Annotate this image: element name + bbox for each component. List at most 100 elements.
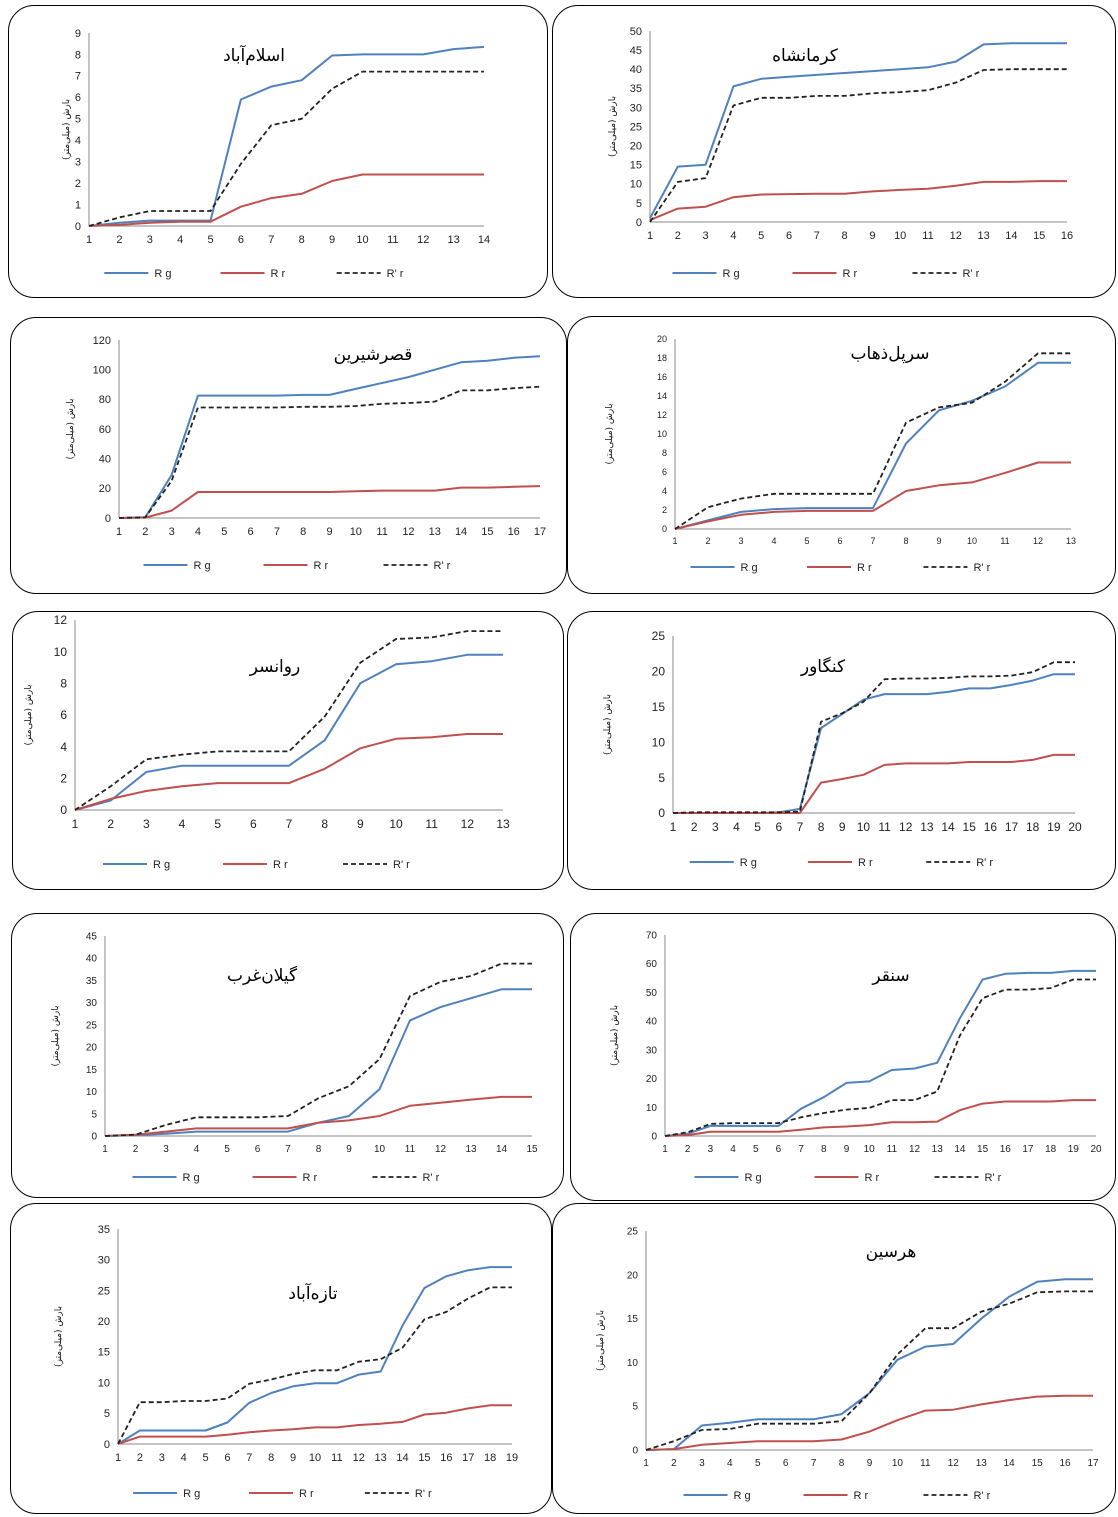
chart-title: سرپل‌ذهاب	[851, 344, 930, 364]
series-line-Rg	[88, 45, 485, 227]
chart-title: هرسین	[866, 1242, 917, 1262]
y-tick-label: 8	[75, 49, 81, 61]
x-tick-label: 18	[1026, 820, 1040, 834]
y-tick-label: 8	[662, 448, 667, 458]
legend-label: R r	[303, 1172, 318, 1184]
x-tick-label: 2	[691, 820, 698, 834]
x-tick-label: 10	[374, 1144, 386, 1155]
series-line-Rr	[649, 180, 1067, 222]
y-tick-label: 1	[75, 199, 81, 211]
y-axis-label: بارش (میلی‌متر)	[24, 685, 34, 746]
legend-label: R' r	[973, 562, 990, 574]
y-tick-label: 5	[104, 1408, 110, 1420]
series-line-Rpr	[104, 962, 532, 1137]
x-tick-label: 10	[864, 1144, 876, 1155]
x-tick-label: 3	[163, 1144, 169, 1155]
x-tick-label: 11	[331, 1452, 342, 1464]
y-tick-label: 15	[86, 1065, 98, 1076]
x-tick-label: 10	[967, 536, 977, 546]
chart-panel-tazehabad: 0 5 10 15 20 25 30 35 1 2 3 4 5 6 7 8 9 10 11 12 13 14 15 16 17 1…	[10, 1203, 552, 1514]
x-tick-label: 8	[818, 820, 825, 834]
x-tick-label: 5	[207, 234, 213, 246]
x-tick-label: 6	[248, 526, 254, 538]
legend-label: R' r	[976, 857, 993, 869]
x-tick-label: 7	[274, 526, 280, 538]
y-tick-label: 0	[651, 1132, 657, 1143]
y-tick-label: 0	[75, 221, 81, 233]
y-tick-label: 20	[86, 1043, 98, 1054]
x-tick-label: 13	[429, 526, 441, 538]
y-tick-label: 18	[657, 353, 667, 363]
x-tick-label: 4	[771, 536, 776, 546]
y-tick-label: 20	[99, 483, 111, 495]
x-tick-label: 5	[202, 1452, 208, 1464]
x-tick-label: 8	[316, 1144, 322, 1155]
x-tick-label: 2	[142, 526, 148, 538]
y-axis-label: بارش (میلی‌متر)	[605, 404, 615, 465]
x-tick-label: 13	[976, 1458, 988, 1469]
y-axis-label: بارش (میلی‌متر)	[608, 96, 618, 157]
y-tick-label: 30	[86, 998, 98, 1009]
y-tick-label: 5	[632, 1402, 638, 1413]
x-tick-label: 11	[878, 820, 891, 834]
y-tick-label: 50	[630, 26, 642, 38]
legend-label: R g	[740, 857, 757, 869]
legend-label: R g	[153, 859, 170, 871]
chart-title: تازه‌آباد	[288, 1282, 338, 1304]
series-line-Rr	[673, 753, 1075, 814]
y-tick-label: 12	[54, 613, 68, 627]
y-tick-label: 3	[75, 157, 81, 169]
y-tick-label: 70	[646, 931, 658, 942]
x-tick-label: 5	[753, 1144, 759, 1155]
x-tick-label: 1	[662, 1144, 668, 1155]
x-tick-label: 8	[839, 1458, 845, 1469]
y-tick-label: 5	[75, 114, 81, 126]
chart-title: کرمانشاه	[772, 46, 839, 66]
x-tick-label: 9	[936, 536, 941, 546]
y-axis-label: بارش (میلی‌متر)	[54, 1306, 64, 1367]
x-tick-label: 4	[727, 1458, 733, 1469]
y-tick-label: 0	[105, 513, 111, 525]
x-tick-label: 13	[932, 1144, 944, 1155]
legend-label: R r	[843, 268, 858, 280]
y-tick-label: 2	[75, 178, 81, 190]
x-tick-label: 15	[977, 1144, 989, 1155]
x-tick-label: 4	[181, 1452, 187, 1464]
series-line-Rpr	[672, 661, 1075, 814]
series-line-Rr	[117, 1404, 512, 1445]
y-tick-label: 10	[627, 1358, 639, 1369]
legend-label: R' r	[963, 268, 980, 280]
x-tick-label: 9	[290, 1452, 296, 1464]
series-line-Rg	[118, 355, 541, 519]
legend-label: R r	[865, 1172, 880, 1184]
chart-title: سنقر	[871, 966, 909, 986]
x-tick-label: 9	[357, 817, 364, 831]
x-tick-label: 3	[708, 1144, 714, 1155]
y-tick-label: 25	[652, 629, 666, 643]
y-tick-label: 0	[104, 1439, 110, 1451]
x-tick-label: 11	[376, 526, 387, 538]
y-axis-label: بارش (میلی‌متر)	[51, 1006, 61, 1067]
y-tick-label: 10	[630, 179, 642, 191]
y-tick-label: 25	[627, 1227, 639, 1238]
y-tick-label: 10	[98, 1377, 110, 1389]
y-tick-label: 5	[636, 198, 642, 210]
x-tick-label: 8	[842, 230, 848, 242]
legend-label: R g	[183, 1488, 200, 1500]
legend-label: R g	[723, 268, 740, 280]
y-tick-label: 60	[99, 424, 111, 436]
x-tick-label: 13	[920, 820, 934, 834]
legend-label: R r	[273, 859, 288, 871]
y-tick-label: 8	[60, 677, 67, 691]
y-axis-label: بارش (میلی‌متر)	[610, 1005, 620, 1066]
x-tick-label: 3	[169, 526, 175, 538]
x-tick-label: 12	[353, 1452, 365, 1464]
legend-label: R g	[183, 1172, 200, 1184]
chart-panel-kermanshah: 0 5 10 15 20 25 30 35 40 45 50 1 2 3 4 5 6 7 8 9 10 11 12 13 14 1…	[552, 5, 1116, 298]
legend-label: R' r	[974, 1490, 991, 1502]
chart-panel-sonqor: 0 10 20 30 40 50 60 70 1 2 3 4 5 6 7 8 9 10 11 12 13 14 15 16 17…	[570, 913, 1116, 1201]
x-tick-label: 1	[670, 820, 677, 834]
x-tick-label: 14	[1004, 1458, 1016, 1469]
